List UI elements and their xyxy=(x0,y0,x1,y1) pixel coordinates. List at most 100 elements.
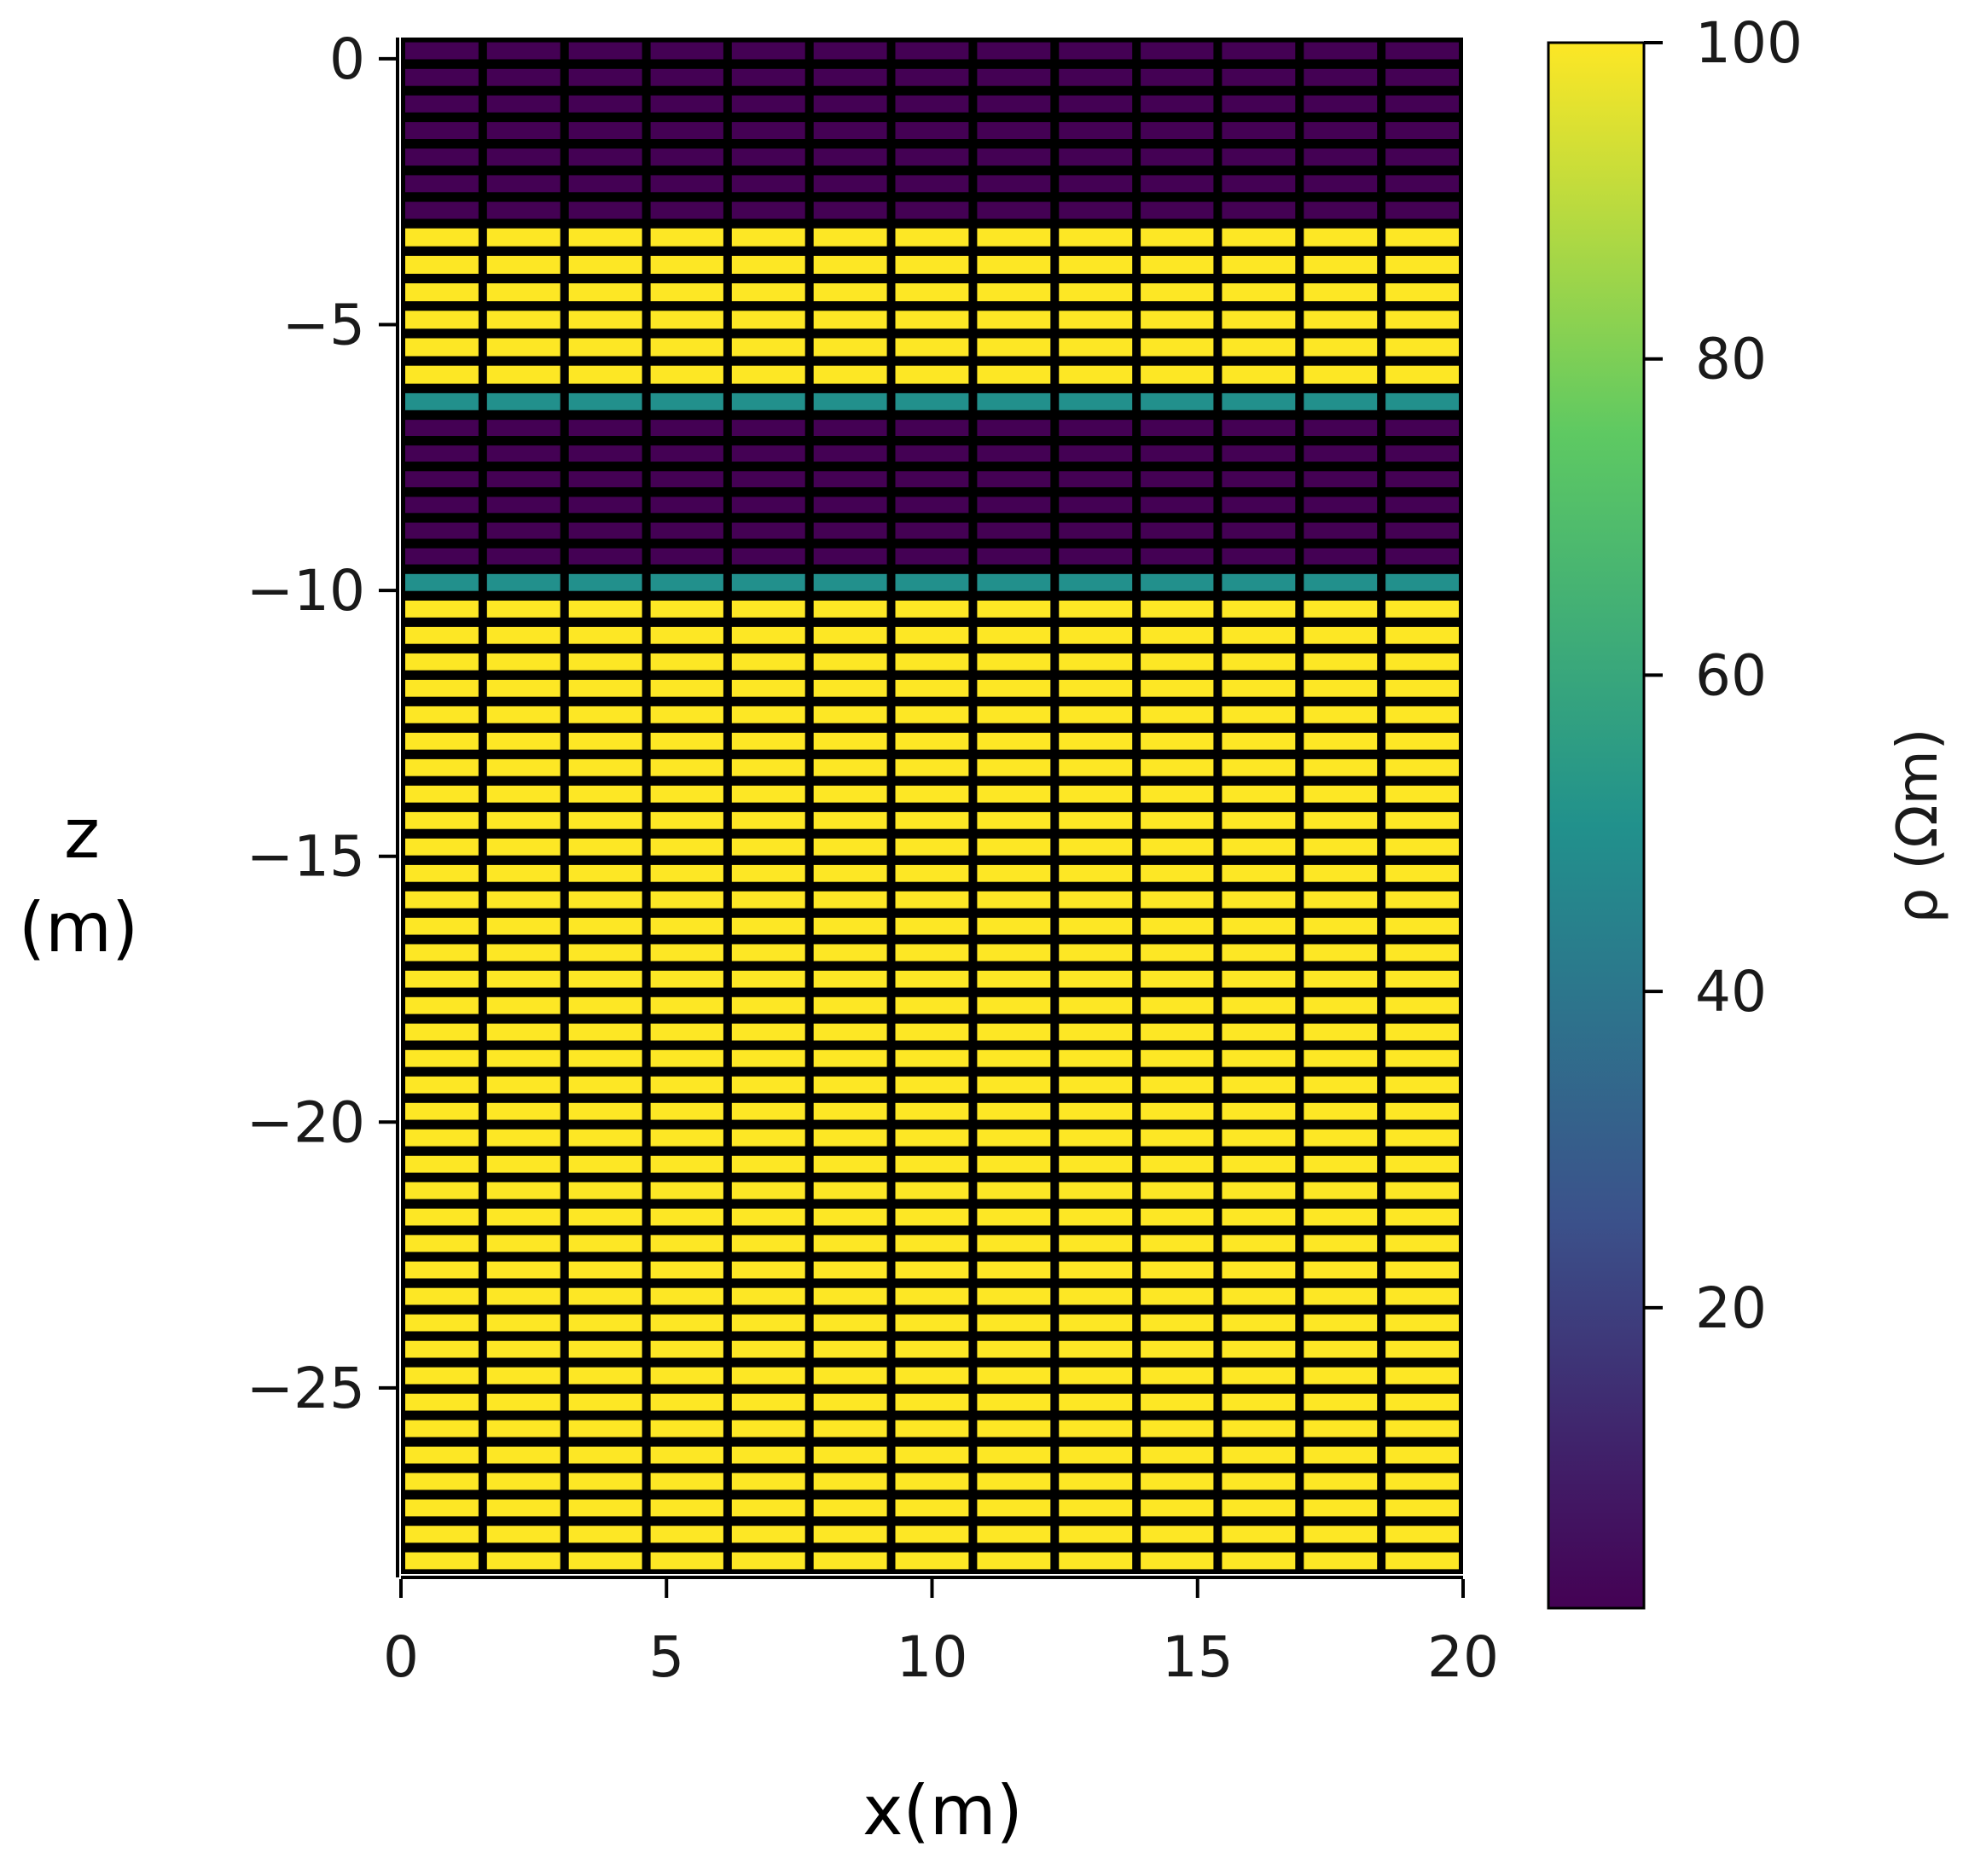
mesh-cell xyxy=(977,732,1051,750)
mesh-cell xyxy=(1141,891,1214,909)
mesh-cell xyxy=(486,1208,560,1226)
mesh-cell xyxy=(1059,548,1133,565)
mesh-cell xyxy=(1304,311,1378,329)
mesh-cell xyxy=(813,42,887,60)
mesh-cell xyxy=(1385,917,1459,935)
mesh-cell xyxy=(1222,471,1296,488)
mesh-cell xyxy=(977,944,1051,961)
mesh-cell xyxy=(977,1552,1051,1570)
mesh-cell xyxy=(1059,811,1133,829)
mesh-cell xyxy=(405,228,479,247)
mesh-cell xyxy=(1304,758,1378,776)
mesh-cell xyxy=(1222,420,1296,436)
y-axis: 0 −5 −10 −15 −20 −25 xyxy=(247,26,399,1577)
mesh-cell xyxy=(1385,1102,1459,1120)
mesh-cell xyxy=(405,392,479,410)
mesh-cell xyxy=(1222,601,1296,618)
mesh-cell xyxy=(813,944,887,961)
mesh-cell xyxy=(1059,785,1133,803)
y-tick-label: −25 xyxy=(247,1356,365,1421)
mesh-cell xyxy=(895,1102,969,1120)
mesh-cell xyxy=(813,365,887,384)
mesh-cell xyxy=(405,917,479,935)
mesh-cell xyxy=(813,1367,887,1385)
mesh-cell xyxy=(813,601,887,618)
mesh-cell xyxy=(1304,522,1378,539)
mesh-cell xyxy=(895,970,969,988)
mesh-cell xyxy=(731,838,805,856)
mesh-cell xyxy=(486,95,560,113)
mesh-cell xyxy=(405,1552,479,1570)
mesh-cell xyxy=(568,891,642,909)
mesh-cell xyxy=(1304,175,1378,193)
mesh-cell xyxy=(1222,1499,1296,1517)
mesh-cell xyxy=(977,1367,1051,1385)
mesh-cell xyxy=(813,471,887,488)
mesh-cell xyxy=(813,811,887,829)
mesh-cell xyxy=(568,785,642,803)
mesh-cell xyxy=(568,255,642,274)
mesh-cell xyxy=(486,1525,560,1543)
mesh-cell xyxy=(1304,811,1378,829)
mesh-cell xyxy=(1304,95,1378,113)
mesh-cell xyxy=(813,1446,887,1464)
mesh-cell xyxy=(731,1023,805,1041)
mesh-cell xyxy=(1304,732,1378,750)
mesh-cell xyxy=(977,311,1051,329)
mesh-cell xyxy=(486,1446,560,1464)
mesh-cell xyxy=(1059,497,1133,514)
mesh-cell xyxy=(486,1102,560,1120)
mesh-cell xyxy=(405,653,479,671)
mesh-cell xyxy=(1304,1102,1378,1120)
mesh-cell xyxy=(405,1314,479,1332)
mesh-cell xyxy=(568,917,642,935)
mesh-cell xyxy=(486,122,560,139)
y-tick-label: −20 xyxy=(247,1089,365,1155)
mesh-cell xyxy=(731,1446,805,1464)
mesh-cell xyxy=(1141,838,1214,856)
mesh-cell xyxy=(405,706,479,723)
mesh-cell xyxy=(1385,653,1459,671)
mesh-cell xyxy=(405,758,479,776)
mesh-cell xyxy=(1222,68,1296,86)
mesh-cell xyxy=(977,706,1051,723)
mesh-cell xyxy=(405,1102,479,1120)
mesh-cell xyxy=(1222,758,1296,776)
mesh-cell xyxy=(1385,1340,1459,1358)
mesh-cell xyxy=(1059,311,1133,329)
mesh-cell xyxy=(895,1525,969,1543)
x-tick-label: 5 xyxy=(648,1624,684,1690)
mesh-cell xyxy=(1141,1472,1214,1490)
mesh-cell xyxy=(650,970,723,988)
mesh-cell xyxy=(813,891,887,909)
mesh-cell xyxy=(405,1446,479,1464)
mesh-cell xyxy=(813,1182,887,1199)
mesh-cell xyxy=(1304,970,1378,988)
mesh-cell xyxy=(568,471,642,488)
mesh-cell xyxy=(405,732,479,750)
mesh-cell xyxy=(895,68,969,86)
mesh-cell xyxy=(1222,548,1296,565)
mesh-cell xyxy=(1059,228,1133,247)
mesh-cell xyxy=(1222,148,1296,166)
mesh-cell xyxy=(1304,1023,1378,1041)
mesh-cell xyxy=(1059,1155,1133,1173)
mesh-cell xyxy=(405,420,479,436)
mesh-cell xyxy=(977,445,1051,462)
mesh-cell xyxy=(1059,1287,1133,1305)
mesh-cell xyxy=(731,42,805,60)
mesh-cell xyxy=(568,95,642,113)
mesh-cell xyxy=(813,1102,887,1120)
mesh-cell xyxy=(1385,1208,1459,1226)
mesh-cell xyxy=(1059,970,1133,988)
mesh-cell xyxy=(405,445,479,462)
mesh-cell xyxy=(568,626,642,644)
mesh-cell xyxy=(1222,732,1296,750)
mesh-cell xyxy=(813,1552,887,1570)
mesh-cell xyxy=(731,1182,805,1199)
mesh-cell xyxy=(1304,42,1378,60)
mesh-cell xyxy=(1222,1552,1296,1570)
mesh-cell xyxy=(1385,255,1459,274)
mesh-cell xyxy=(405,891,479,909)
mesh-cell xyxy=(486,601,560,618)
